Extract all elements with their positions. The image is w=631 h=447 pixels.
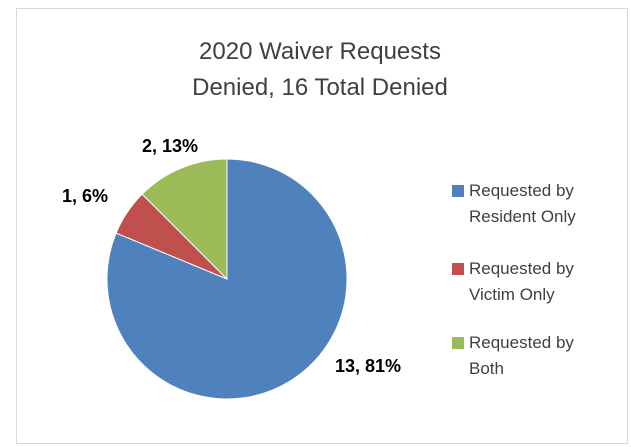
chart-frame xyxy=(16,8,628,444)
data-label: 1, 6% xyxy=(62,186,108,206)
legend-swatch xyxy=(452,337,464,349)
data-label-box xyxy=(135,131,205,160)
data-label-group: 2, 13% xyxy=(135,131,205,160)
data-label: 2, 13% xyxy=(142,136,198,156)
data-label-box xyxy=(55,181,115,210)
legend-label: Requested by Resident Only xyxy=(469,181,576,226)
legend-item: Requested by Both xyxy=(452,330,602,382)
legend-label: Requested by Both xyxy=(469,333,574,378)
data-label-group: 1, 6% xyxy=(55,181,115,210)
legend-swatch xyxy=(452,185,464,197)
data-label-group: 13, 81% xyxy=(328,351,408,380)
legend-item: Requested by Victim Only xyxy=(452,256,602,308)
pie-slice xyxy=(141,158,228,281)
chart-title: 2020 Waiver Requests Denied, 16 Total De… xyxy=(192,38,448,101)
data-label: 13, 81% xyxy=(335,356,401,376)
legend-swatch xyxy=(452,263,464,275)
legend-item: Requested by Resident Only xyxy=(452,178,602,230)
data-label-box xyxy=(328,351,408,380)
legend-label: Requested by Victim Only xyxy=(469,259,574,304)
